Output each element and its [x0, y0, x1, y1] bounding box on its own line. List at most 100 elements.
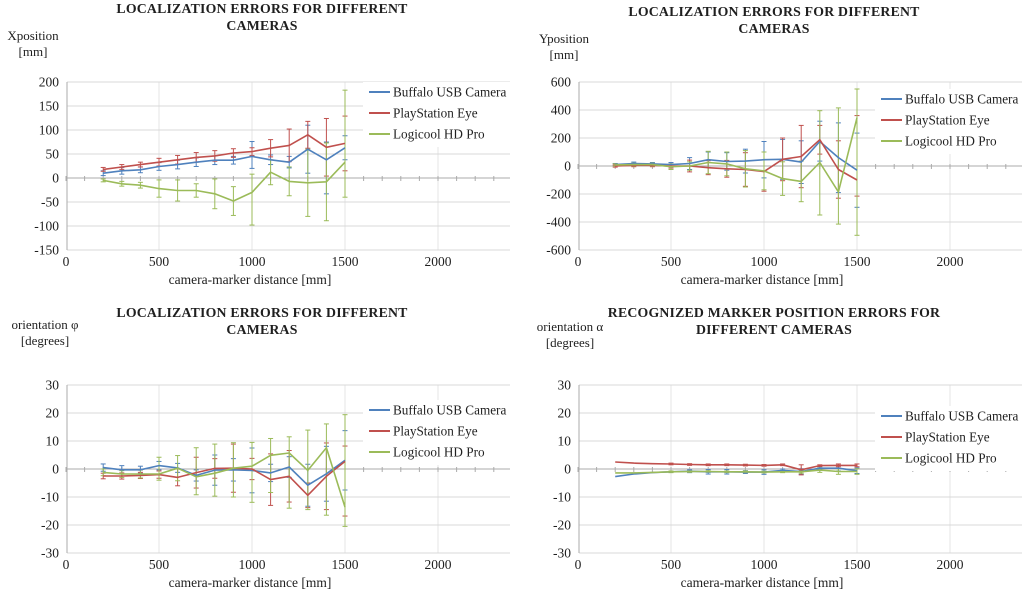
chart-title: LOCALIZATION ERRORS FOR DIFFERENT — [116, 305, 407, 320]
legend-item-label: Buffalo USB Camera — [393, 403, 506, 418]
chart-title: RECOGNIZED MARKER POSITION ERRORS FOR — [608, 305, 941, 320]
legend-item-label: Buffalo USB Camera — [393, 85, 506, 100]
y-tick-label: 100 — [39, 123, 60, 138]
chart-yposition-errors: 600 400 200 0 -200 -400 -600 0 500 1000 1500 2000 ca… — [512, 0, 1024, 303]
x-tick-label: 500 — [661, 557, 682, 572]
chart-title: LOCALIZATION ERRORS FOR DIFFERENT — [116, 1, 407, 16]
x-tick-label: 1500 — [844, 254, 871, 269]
y-tick-label: 50 — [46, 147, 60, 162]
x-tick-label: 2000 — [937, 557, 964, 572]
x-tick-label: 1500 — [844, 557, 871, 572]
x-tick-label: 1000 — [239, 254, 266, 269]
x-tick-label: 1000 — [239, 557, 266, 572]
y-tick-label: -50 — [41, 195, 59, 210]
x-tick-label: 1000 — [751, 557, 778, 572]
chart-orientation-phi-errors: 30 20 10 0 -10 -20 -30 0 500 1000 1500 2000 camera-m… — [0, 303, 512, 606]
y-axis-label: orientation φ — [11, 317, 78, 332]
series-line-logicool — [103, 446, 346, 508]
series-line-buffalo — [615, 140, 858, 171]
y-tick-label: 200 — [39, 75, 60, 90]
error-bars-logicool — [100, 89, 348, 226]
chart-title: CAMERAS — [226, 18, 297, 33]
series-line-logicool — [103, 161, 346, 202]
error-bars-logicool — [612, 88, 860, 236]
chart-title: LOCALIZATION ERRORS FOR DIFFERENT — [628, 4, 919, 19]
y-axis-label: Xposition — [7, 28, 59, 43]
chart-title: CAMERAS — [226, 322, 297, 337]
y-tick-label: 200 — [551, 131, 572, 146]
error-bars-buffalo — [687, 464, 860, 475]
chart-title: CAMERAS — [738, 21, 809, 36]
y-tick-label: 0 — [52, 462, 59, 477]
y-tick-label: -10 — [553, 490, 571, 505]
y-tick-label: -600 — [546, 243, 571, 258]
y-tick-label: -20 — [553, 518, 571, 533]
y-tick-label: 10 — [46, 434, 60, 449]
x-tick-label: 500 — [149, 557, 170, 572]
y-axis-label: [degrees] — [21, 333, 69, 348]
y-tick-label: 0 — [52, 171, 59, 186]
x-axis-title: camera-marker distance [mm] — [169, 272, 332, 287]
series-line-logicool — [615, 469, 857, 474]
series-line-logicool — [615, 117, 858, 193]
x-axis-title: camera-marker distance [mm] — [169, 575, 332, 590]
x-tick-label: 0 — [575, 254, 582, 269]
y-tick-label: 30 — [46, 378, 60, 393]
series-line-playstation — [103, 460, 346, 497]
x-tick-label: 0 — [63, 254, 70, 269]
legend-item-label: Buffalo USB Camera — [905, 92, 1018, 107]
x-tick-label: 500 — [661, 254, 682, 269]
x-tick-label: 1500 — [332, 557, 359, 572]
legend-item-label: Logicool HD Pro — [905, 134, 997, 149]
y-tick-label: 150 — [39, 99, 60, 114]
y-tick-label: -20 — [41, 518, 59, 533]
x-tick-label: 1500 — [332, 254, 359, 269]
x-tick-label: 2000 — [937, 254, 964, 269]
x-axis-title: camera-marker distance [mm] — [681, 272, 844, 287]
series-line-playstation — [615, 138, 858, 181]
y-tick-label: 20 — [46, 406, 60, 421]
chart-title: DIFFERENT CAMERAS — [696, 322, 852, 337]
y-tick-label: -150 — [34, 243, 59, 258]
x-tick-label: 500 — [149, 254, 170, 269]
y-tick-label: 20 — [558, 406, 572, 421]
y-tick-label: -10 — [41, 490, 59, 505]
y-tick-label: 600 — [551, 75, 572, 90]
error-bars-playstation — [612, 115, 860, 199]
y-tick-label: 30 — [558, 378, 572, 393]
series-line-playstation — [103, 134, 346, 171]
y-tick-label: 0 — [564, 462, 571, 477]
x-tick-label: 2000 — [425, 254, 452, 269]
error-bars-playstation — [100, 442, 348, 517]
chart-canvas-orientation-phi: 30 20 10 0 -10 -20 -30 0 500 1000 1500 2000 camera-m… — [11, 305, 510, 590]
y-tick-label: -30 — [553, 546, 571, 561]
y-tick-label: 0 — [564, 159, 571, 174]
legend-item-label: PlayStation Eye — [393, 424, 478, 439]
y-tick-label: -400 — [546, 215, 571, 230]
legend-item-label: Logicool HD Pro — [393, 127, 485, 142]
error-bars-playstation — [100, 115, 348, 177]
y-tick-label: 400 — [551, 103, 572, 118]
y-axis-label: Yposition — [539, 31, 590, 46]
y-tick-label: -200 — [546, 187, 571, 202]
y-axis-label: [degrees] — [546, 335, 594, 350]
y-axis-label: orientation α — [537, 319, 604, 334]
y-tick-label: -100 — [34, 219, 59, 234]
y-axis-label: [mm] — [19, 44, 48, 59]
x-tick-label: 0 — [63, 557, 70, 572]
y-tick-label: 10 — [558, 434, 572, 449]
series-line-buffalo — [103, 147, 346, 174]
x-tick-label: 0 — [575, 557, 582, 572]
y-axis-label: [mm] — [550, 47, 579, 62]
chart-orientation-alpha-errors: 30 20 10 0 -10 -20 -30 0 500 1000 1500 2000 camera-m… — [512, 303, 1024, 606]
chart-canvas-orientation-alpha: 30 20 10 0 -10 -20 -30 0 500 1000 1500 2000 camera-m… — [537, 305, 1022, 590]
y-tick-label: -30 — [41, 546, 59, 561]
x-tick-label: 2000 — [425, 557, 452, 572]
x-axis-title: camera-marker distance [mm] — [681, 575, 844, 590]
series-line-playstation — [615, 461, 857, 471]
legend-item-label: PlayStation Eye — [905, 113, 990, 128]
x-tick-label: 1000 — [751, 254, 778, 269]
